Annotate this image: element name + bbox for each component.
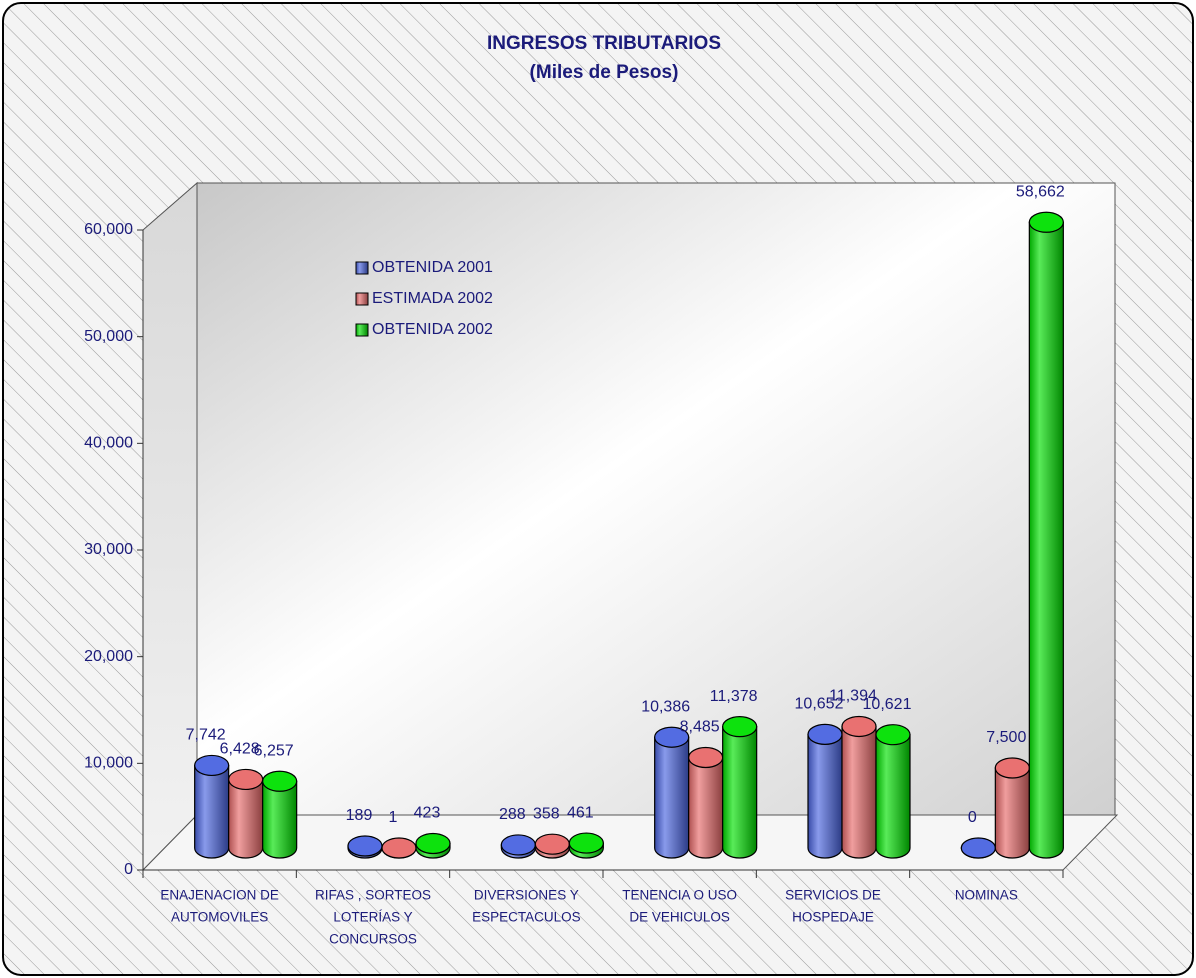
data-label: 423 [414,805,441,822]
cylinder-top [807,723,843,745]
y-tick-label: 0 [124,861,133,878]
chart-subtitle: (Miles de Pesos) [530,62,679,83]
legend-swatch [355,292,369,306]
cylinder-body [841,725,877,859]
cylinder-body [654,736,690,859]
cylinder-body [228,778,264,859]
data-label: 461 [567,804,594,821]
bar [960,837,996,859]
y-tick-label: 50,000 [84,328,133,345]
y-tick-label: 30,000 [84,541,133,558]
x-tick-label: AUTOMOVILES [171,910,268,925]
cylinder-top [194,754,230,777]
y-tick-label: 40,000 [84,435,133,452]
data-label: 10,652 [795,696,844,713]
bar [1028,211,1064,859]
cylinder-body [194,764,230,859]
cylinder-top [654,726,690,748]
y-tick-label: 20,000 [84,648,133,665]
bar [347,835,383,859]
data-label: 358 [533,805,560,822]
bar [415,832,451,859]
data-label: 58,662 [1016,183,1065,200]
bar [500,834,536,859]
bar [688,746,724,859]
cylinder-body [875,734,911,859]
bar [654,726,690,859]
legend-label: OBTENIDA 2001 [372,259,493,276]
x-tick-label: NOMINAS [955,888,1018,903]
bar [194,754,230,859]
bar [381,837,417,859]
bar [722,716,758,859]
cylinder-body [807,733,843,859]
cylinder-top [262,770,298,792]
bar [841,715,877,859]
bar [568,832,604,859]
bar [262,770,298,859]
data-label: 1 [389,809,398,826]
data-label: 6,257 [254,742,294,759]
x-tick-label: DIVERSIONES Y [474,888,579,903]
cylinder-top [500,834,536,856]
x-tick-label: HOSPEDAJE [792,910,874,925]
cylinder-top [534,833,570,855]
bar [228,768,264,859]
legend-label: OBTENIDA 2002 [372,321,493,338]
data-label: 189 [346,807,373,824]
data-label: 0 [968,809,977,826]
x-tick-label: ENAJENACION DE [160,888,279,903]
y-tick-label: 10,000 [84,755,133,772]
cylinder-top [841,715,877,738]
data-label: 6,428 [220,741,260,758]
data-label: 10,621 [863,696,912,713]
data-label: 10,386 [641,698,690,715]
bar [875,724,911,859]
x-tick-label: ESPECTACULOS [472,910,581,925]
bar [994,757,1030,859]
data-label: 7,500 [986,729,1026,746]
x-tick-label: RIFAS , SORTEOS [315,888,431,903]
cylinder-top [228,768,264,791]
x-tick-label: TENENCIA O USO [622,888,737,903]
chart-title: INGRESOS TRIBUTARIOS [487,33,721,54]
x-tick-label: CONCURSOS [329,932,417,947]
data-label: 11,394 [829,688,877,705]
cylinder-top [347,835,383,857]
data-label: 11,378 [710,688,758,705]
data-label: 8,485 [680,719,720,736]
y-tick-label: 60,000 [84,221,133,238]
cylinder-body [994,767,1030,859]
back-wall [196,182,1116,816]
legend-swatch [355,323,369,337]
data-label: 288 [499,806,526,823]
cylinder-body [722,726,758,859]
data-label: 7,742 [186,727,226,744]
cylinder-top [688,746,724,769]
bar [807,723,843,859]
x-tick-label: SERVICIOS DE [785,888,881,903]
bar [534,833,570,859]
cylinder-top [568,832,604,854]
cylinder-top [875,724,911,746]
cylinder-top [1028,211,1064,233]
legend-label: ESTIMADA 2002 [372,290,493,307]
cylinder-body [262,780,298,859]
cylinder-top [722,716,758,738]
cylinder-body [1028,221,1064,859]
x-tick-label: LOTERÍAS Y [333,910,412,925]
x-tick-label: DE VEHICULOS [629,910,730,925]
side-wall [142,181,198,872]
cylinder-top [994,757,1030,779]
cylinder-body [688,756,724,859]
cylinder-top [381,837,417,859]
cylinder-top [960,837,996,859]
cylinder-top [415,832,451,855]
legend-swatch [355,261,369,275]
